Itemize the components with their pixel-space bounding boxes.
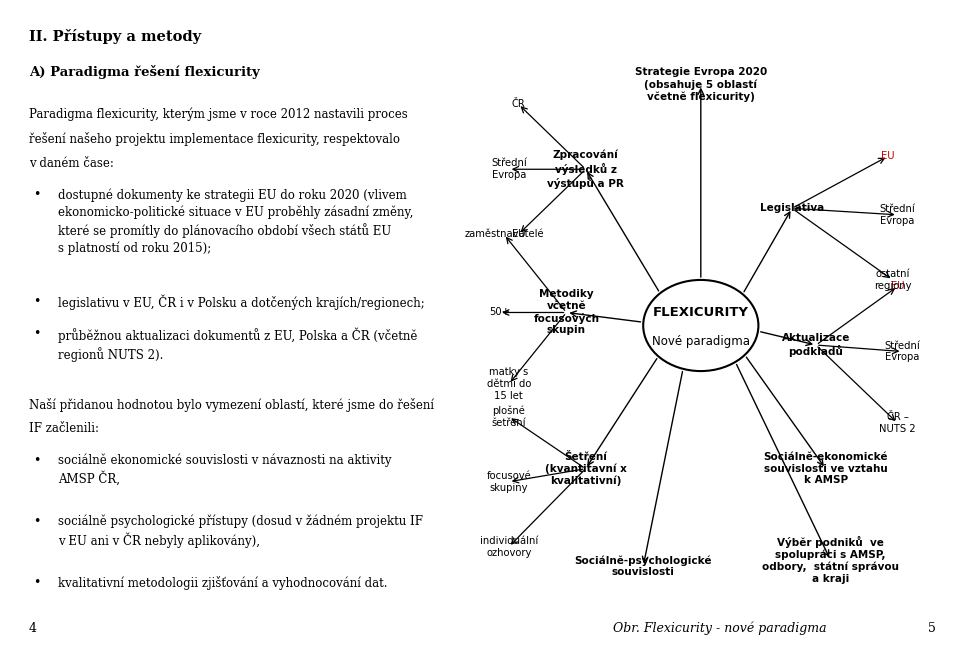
- Text: •: •: [34, 295, 41, 308]
- Text: Metodiky
včetně
focusových
skupin: Metodiky včetně focusových skupin: [534, 290, 599, 335]
- Text: Střední
Evropa: Střední Evropa: [879, 204, 916, 226]
- Text: focusové
skupiny: focusové skupiny: [487, 471, 531, 493]
- Text: individuální
ozhovory: individuální ozhovory: [480, 536, 538, 558]
- Text: v daném čase:: v daném čase:: [29, 157, 113, 170]
- Text: Střední
Evropa: Střední Evropa: [491, 158, 527, 180]
- Text: A) Paradigma řešení flexicurity: A) Paradigma řešení flexicurity: [29, 65, 259, 79]
- Text: •: •: [34, 576, 41, 589]
- Text: dostupné dokumenty ke strategii EU do roku 2020 (vlivem
ekonomicko-politické sit: dostupné dokumenty ke strategii EU do ro…: [58, 188, 413, 255]
- Text: 50+: 50+: [489, 307, 510, 318]
- Text: •: •: [34, 327, 41, 340]
- Text: sociálně psychologické přístupy (dosud v žádném projektu IF
v EU ani v ČR nebyly: sociálně psychologické přístupy (dosud v…: [58, 515, 422, 548]
- Text: Aktualizace
podkladů: Aktualizace podkladů: [781, 333, 851, 357]
- Text: Střední
Evropa: Střední Evropa: [884, 340, 921, 363]
- Text: 5: 5: [928, 622, 936, 635]
- Text: průběžnou aktualizaci dokumentů z EU, Polska a ČR (včetně
regionů NUTS 2).: průběžnou aktualizaci dokumentů z EU, Po…: [58, 327, 417, 362]
- Text: EU: EU: [891, 281, 904, 292]
- Text: ČR –
NUTS 2: ČR – NUTS 2: [879, 412, 916, 434]
- Text: EU: EU: [881, 151, 895, 161]
- Text: •: •: [34, 188, 41, 201]
- Text: Zpracování
výsledků z
výstupů a PR: Zpracování výsledků z výstupů a PR: [547, 150, 624, 189]
- Text: Strategie Evropa 2020
(obsahuje 5 oblastí
včetně flexicurity): Strategie Evropa 2020 (obsahuje 5 oblast…: [635, 68, 767, 102]
- Text: ČR: ČR: [512, 99, 525, 109]
- Text: FLEXICURITY: FLEXICURITY: [653, 306, 749, 319]
- Text: Paradigma flexicurity, kterým jsme v roce 2012 nastavili proces: Paradigma flexicurity, kterým jsme v roc…: [29, 107, 408, 121]
- Text: sociálně ekonomické souvislosti v návaznosti na aktivity
AMSP ČR,: sociálně ekonomické souvislosti v návazn…: [58, 454, 391, 486]
- Text: Obr. Flexicurity - nové paradigma: Obr. Flexicurity - nové paradigma: [613, 622, 827, 635]
- Text: Legislativa: Legislativa: [760, 203, 824, 214]
- Text: Sociálně-psychologické
souvislosti: Sociálně-psychologické souvislosti: [574, 555, 712, 577]
- Text: •: •: [34, 454, 41, 467]
- Text: Naší přidanou hodnotou bylo vymezení oblastí, které jsme do řešení: Naší přidanou hodnotou bylo vymezení obl…: [29, 398, 434, 412]
- Text: 4: 4: [29, 622, 36, 635]
- Text: IF začlenili:: IF začlenili:: [29, 422, 99, 436]
- Text: II. Přístupy a metody: II. Přístupy a metody: [29, 29, 201, 44]
- Text: •: •: [34, 515, 41, 528]
- Text: Nové paradigma: Nové paradigma: [652, 335, 750, 348]
- Text: Šetření
(kvantitavní x
kvalitativní): Šetření (kvantitavní x kvalitativní): [544, 452, 627, 486]
- Text: legislativu v EU, ČR i v Polsku a dotčených krajích/regionech;: legislativu v EU, ČR i v Polsku a dotčen…: [58, 295, 424, 311]
- Text: ostatní
regiony: ostatní regiony: [874, 269, 912, 291]
- Text: kvalitativní metodologii zjišťování a vyhodnocování dat.: kvalitativní metodologii zjišťování a vy…: [58, 576, 387, 590]
- Text: EU: EU: [512, 229, 525, 240]
- Text: Sociálně-ekonomické
souvislosti ve vztahu
k AMSP: Sociálně-ekonomické souvislosti ve vztah…: [763, 452, 888, 485]
- Text: řešení našeho projektu implementace flexicurity, respektovalo: řešení našeho projektu implementace flex…: [29, 132, 399, 146]
- Text: matky s
dětmi do
15 let: matky s dětmi do 15 let: [487, 368, 531, 400]
- Text: Výběr podniků  ve
spolupráci s AMSP,
odbory,  státní správou
a kraji: Výběr podniků ve spolupráci s AMSP, odbo…: [762, 536, 899, 584]
- Text: plošné
šetření: plošné šetření: [492, 406, 526, 428]
- Text: zaměstnavatelé: zaměstnavatelé: [465, 229, 543, 240]
